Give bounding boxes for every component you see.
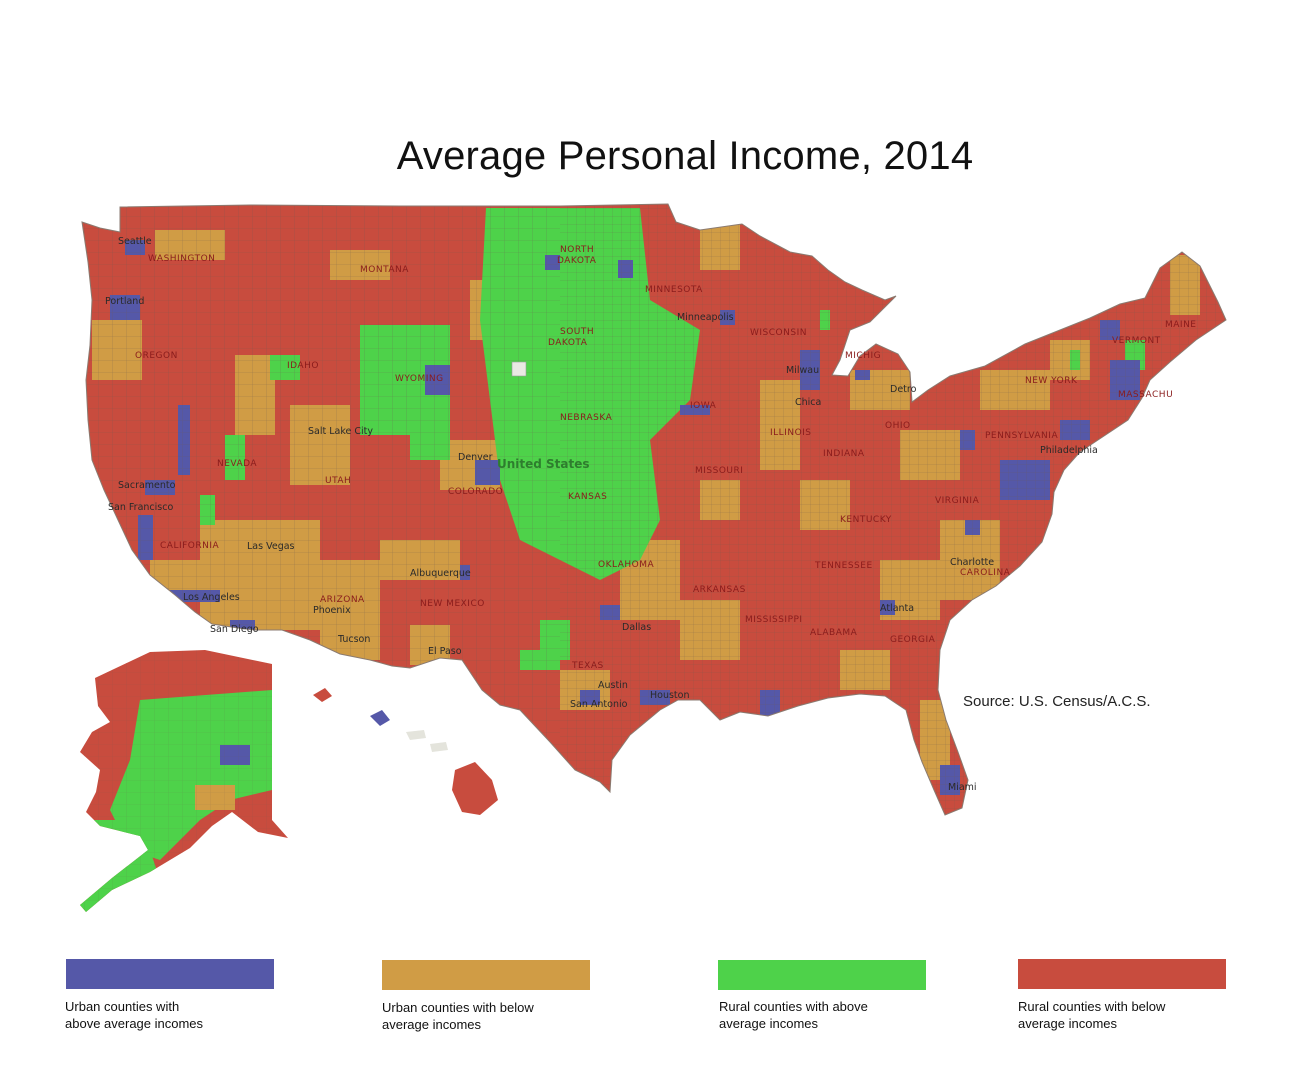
state-label-north-dakota-2: DAKOTA [557,256,597,266]
state-label-arkansas: ARKANSAS [693,585,746,595]
city-label-sacramento: Sacramento [118,480,176,491]
legend-swatch-urban-below [382,960,590,990]
city-label-los-angeles: Los Angeles [183,592,240,603]
hawaii [313,688,498,815]
state-label-michigan: MICHIG [845,351,881,361]
legend-label-line-1: Rural counties with below [1018,999,1166,1014]
source-note: Source: U.S. Census/A.C.S. [963,693,1151,710]
legend-label-line-2: average incomes [382,1017,481,1032]
choropleth-map: WASHINGTON MONTANA NORTH DAKOTA MINNESOT… [80,203,1227,912]
state-label-north-dakota-1: NORTH [560,245,594,255]
state-label-wisconsin: WISCONSIN [750,328,807,338]
state-label-tennessee: TENNESSEE [814,561,873,571]
state-label-massachusetts: MASSACHU [1118,390,1173,400]
city-label-san-francisco: San Francisco [108,502,173,513]
state-label-pennsylvania: PENNSYLVANIA [985,431,1058,441]
country-label: United States [497,457,590,471]
city-label-chicago: Chica [795,397,821,408]
state-label-utah: UTAH [325,476,351,486]
city-label-san-diego: San Diego [210,624,259,635]
state-label-minnesota: MINNESOTA [645,285,703,295]
state-label-illinois: ILLINOIS [770,428,812,438]
alaska [80,650,288,912]
city-label-philadelphia: Philadelphia [1040,445,1098,456]
legend-swatch-rural-below [1018,959,1226,989]
state-label-new-york: NEW YORK [1025,376,1078,386]
state-label-nebraska: NEBRASKA [560,413,613,423]
city-label-phoenix: Phoenix [313,605,351,616]
state-label-maine: MAINE [1165,320,1197,330]
state-label-south-dakota-1: SOUTH [560,327,594,337]
state-label-kentucky: KENTUCKY [840,515,892,525]
city-label-minneapolis: Minneapolis [677,312,734,323]
legend-swatch-rural-above [718,960,926,990]
city-label-tucson: Tucson [337,634,370,645]
state-label-indiana: INDIANA [823,449,865,459]
city-label-milwaukee: Milwau [786,365,819,376]
state-label-idaho: IDAHO [287,361,319,371]
city-labels: Seattle Portland Minneapolis Milwau Detr… [105,236,1098,793]
city-label-austin: Austin [598,680,628,691]
state-label-virginia: VIRGINIA [935,496,980,506]
legend-label-rural-above: Rural counties with above average income… [719,998,959,1032]
legend-label-line-1: Rural counties with above [719,999,868,1014]
legend-label-urban-above: Urban counties with above average income… [65,998,305,1032]
city-label-seattle: Seattle [118,236,152,247]
state-label-nevada: NEVADA [217,459,257,469]
state-label-iowa: IOWA [690,401,717,411]
city-label-el-paso: El Paso [428,646,462,657]
state-label-kansas: KANSAS [568,492,607,502]
legend-label-line-1: Urban counties with [65,999,180,1014]
state-label-texas: TEXAS [571,661,604,671]
state-label-georgia: GEORGIA [890,635,936,645]
state-label-montana: MONTANA [360,265,409,275]
city-label-las-vegas: Las Vegas [247,541,295,552]
city-label-atlanta: Atlanta [880,603,914,614]
state-labels: WASHINGTON MONTANA NORTH DAKOTA MINNESOT… [135,245,1197,671]
state-label-south-dakota-2: DAKOTA [548,338,588,348]
state-label-north-carolina: CAROLINA [960,568,1011,578]
city-label-detroit: Detro [890,384,917,395]
legend-label-line-2: average incomes [1018,1016,1117,1031]
state-label-colorado: COLORADO [448,487,503,497]
city-label-houston: Houston [650,690,689,701]
state-label-arizona: ARIZONA [320,595,365,605]
state-label-ohio: OHIO [885,421,911,431]
legend-label-line-2: above average incomes [65,1016,204,1031]
city-label-dallas: Dallas [622,622,651,633]
state-label-wyoming: WYOMING [395,374,444,384]
state-label-oregon: OREGON [135,351,178,361]
city-label-salt-lake-city: Salt Lake City [308,426,373,437]
map-title: Average Personal Income, 2014 [396,134,974,178]
state-label-alabama: ALABAMA [810,628,858,638]
legend-label-urban-below: Urban counties with below average income… [382,999,622,1033]
state-label-california: CALIFORNIA [160,541,220,551]
state-label-missouri: MISSOURI [695,466,743,476]
legend-label-line-1: Urban counties with below [382,1000,534,1015]
city-label-portland: Portland [105,296,144,307]
legend-label-line-2: average incomes [719,1016,818,1031]
state-label-new-mexico: NEW MEXICO [420,599,485,609]
state-label-washington: WASHINGTON [148,254,215,264]
city-label-san-antonio: San Antonio [570,699,628,710]
city-label-charlotte: Charlotte [950,557,994,568]
city-label-albuquerque: Albuquerque [410,568,471,579]
state-label-vermont: VERMONT [1112,336,1161,346]
legend-swatch-urban-above [66,959,274,989]
legend-label-rural-below: Rural counties with below average income… [1018,998,1258,1032]
city-label-denver: Denver [458,452,493,463]
state-label-mississippi: MISSISSIPPI [745,615,803,625]
state-label-oklahoma: OKLAHOMA [598,560,654,570]
city-label-miami: Miami [948,782,977,793]
